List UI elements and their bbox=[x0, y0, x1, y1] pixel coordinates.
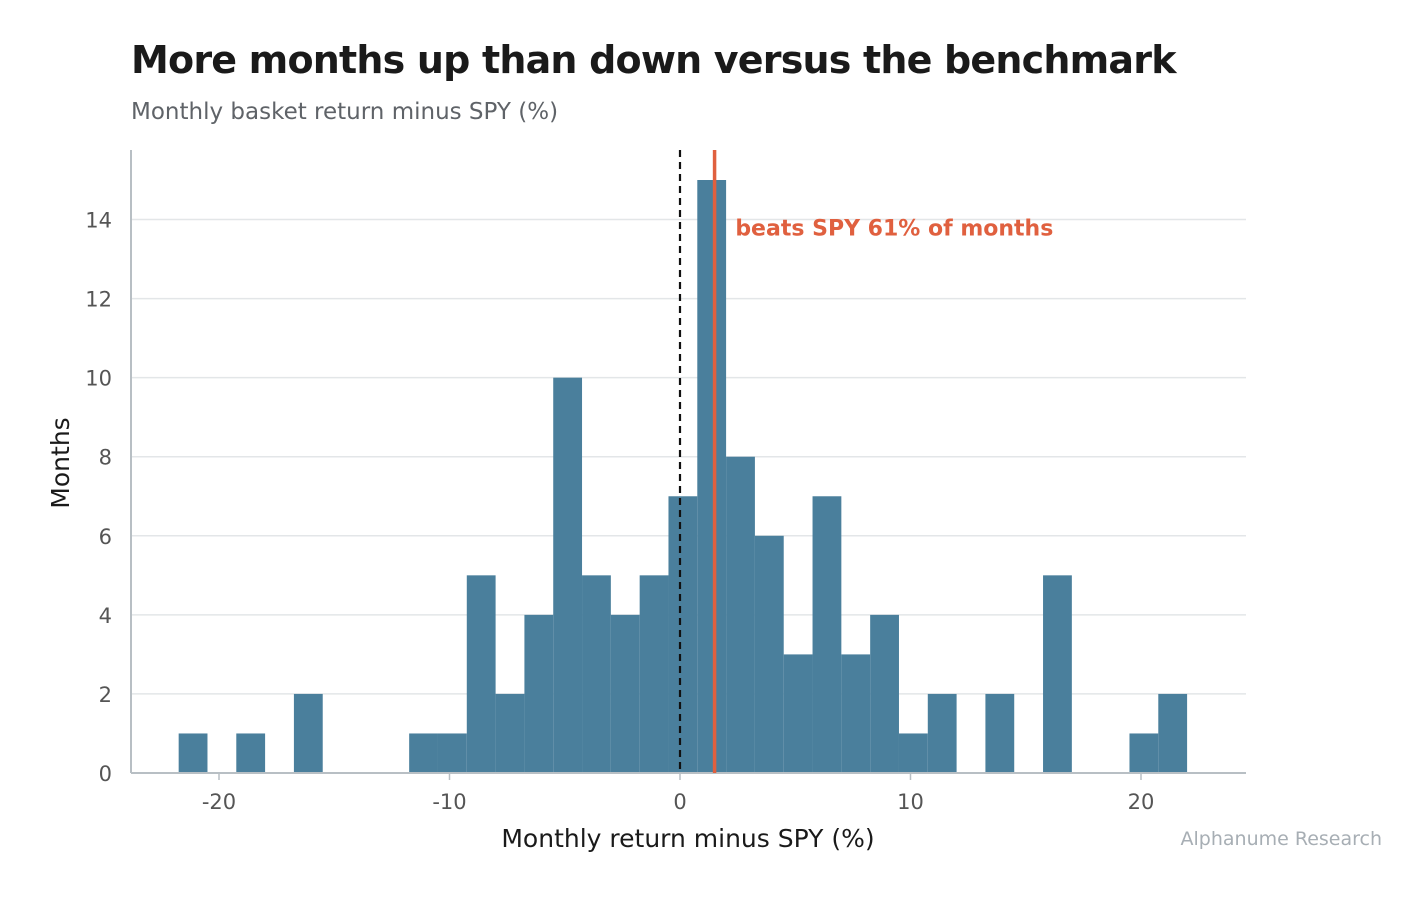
x-tick-label: -20 bbox=[202, 790, 236, 814]
histogram-bar-19 bbox=[726, 456, 755, 773]
histogram-bar-12 bbox=[524, 614, 554, 773]
x-tick-label: 0 bbox=[673, 790, 686, 814]
histogram-bar-13 bbox=[553, 377, 583, 773]
source-credit: Alphanume Research bbox=[1180, 828, 1383, 850]
histogram-bar-8 bbox=[409, 733, 438, 773]
y-tick-label: 10 bbox=[85, 367, 112, 391]
reference-lines: beats SPY 61% of months bbox=[678, 150, 1053, 773]
chart-title: More months up than down versus the benc… bbox=[131, 38, 1176, 82]
y-tick-label: 0 bbox=[99, 762, 112, 786]
histogram-bar-0 bbox=[178, 733, 208, 773]
histogram-bar-30 bbox=[1043, 575, 1072, 773]
histogram-bar-20 bbox=[754, 535, 784, 773]
x-axis-label: Monthly return minus SPY (%) bbox=[501, 824, 874, 853]
y-tick-label: 4 bbox=[99, 604, 112, 628]
histogram-bar-28 bbox=[985, 693, 1015, 773]
x-tick-label: 10 bbox=[897, 790, 924, 814]
histogram-bar-15 bbox=[610, 614, 640, 773]
y-axis-label: Months bbox=[46, 417, 75, 508]
x-tick-label: -10 bbox=[432, 790, 466, 814]
histogram-bar-16 bbox=[639, 575, 669, 773]
histogram-bar-33 bbox=[1129, 733, 1159, 773]
y-tick-label: 14 bbox=[85, 209, 112, 233]
axes: 0 2 4 6 8 10 12 14 -20 -10 0 10 20 bbox=[85, 150, 1246, 814]
axis-labels: Monthly return minus SPY (%) Months bbox=[46, 417, 875, 853]
y-tick-label: 8 bbox=[99, 446, 112, 470]
histogram-bar-21 bbox=[783, 654, 813, 773]
histogram-bar-4 bbox=[293, 693, 323, 773]
histogram-bar-24 bbox=[870, 614, 899, 773]
mean-annotation: beats SPY 61% of months bbox=[735, 216, 1053, 241]
histogram-bar-9 bbox=[437, 733, 467, 773]
histogram-bar-22 bbox=[812, 496, 842, 773]
histogram-bars bbox=[178, 180, 1188, 773]
histogram-bar-14 bbox=[582, 575, 611, 773]
histogram-bar-11 bbox=[495, 693, 525, 773]
histogram-bar-10 bbox=[466, 575, 496, 773]
x-tick-label: 20 bbox=[1128, 790, 1155, 814]
histogram-bar-26 bbox=[927, 693, 957, 773]
histogram-bar-23 bbox=[841, 654, 871, 773]
chart-subtitle: Monthly basket return minus SPY (%) bbox=[131, 99, 559, 125]
y-tick-label: 6 bbox=[99, 525, 112, 549]
histogram-bar-18 bbox=[697, 180, 727, 773]
histogram-bar-17 bbox=[668, 496, 698, 773]
histogram-bar-25 bbox=[898, 733, 928, 773]
y-tick-label: 2 bbox=[99, 683, 112, 707]
histogram-bar-34 bbox=[1158, 693, 1188, 773]
y-tick-label: 12 bbox=[85, 288, 112, 312]
histogram-bar-2 bbox=[236, 733, 266, 773]
